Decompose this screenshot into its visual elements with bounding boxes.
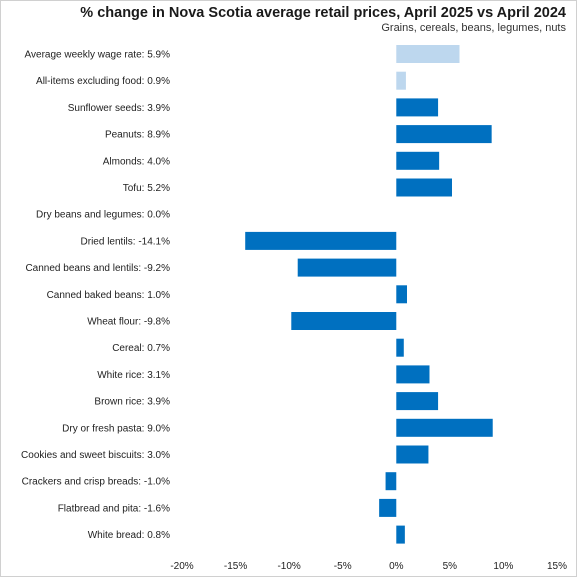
category-label: Cereal: 0.7% — [112, 343, 170, 354]
x-tick-label: 15% — [547, 561, 567, 572]
bar — [396, 365, 430, 384]
bar — [396, 125, 492, 144]
chart-subtitle: Grains, cereals, beans, legumes, nuts — [381, 22, 566, 34]
x-tick-label: -5% — [334, 561, 352, 572]
bar — [297, 258, 397, 277]
category-label: Brown rice: 3.9% — [94, 397, 170, 408]
category-labels: Average weekly wage rate: 5.9% All-items … — [21, 50, 170, 542]
bar — [396, 285, 407, 304]
bar — [396, 178, 452, 197]
bar — [396, 98, 439, 117]
x-tick-label: -20% — [170, 561, 193, 572]
category-label: Canned baked beans: 1.0% — [47, 290, 171, 301]
category-label: Sunflower seeds: 3.9% — [68, 103, 170, 114]
bar — [396, 418, 493, 437]
x-tick-label: -10% — [277, 561, 300, 572]
x-tick-label: -15% — [224, 561, 247, 572]
bar — [385, 472, 397, 491]
bar — [396, 45, 460, 63]
bar — [379, 498, 397, 517]
category-label: Tofu: 5.2% — [123, 183, 170, 194]
category-label: Dried lentils: -14.1% — [81, 236, 171, 247]
category-label: Canned beans and lentils: -9.2% — [25, 263, 170, 274]
category-label: Average weekly wage rate: 5.9% — [25, 50, 171, 61]
category-label: White rice: 3.1% — [97, 370, 170, 381]
bar — [291, 312, 397, 330]
category-label: All-items excluding food: 0.9% — [36, 76, 170, 87]
x-tick-label: 10% — [493, 561, 513, 572]
x-axis: -20% -15% -10% -5% 0% 5% 10% 15% — [170, 561, 567, 572]
bar — [396, 392, 439, 411]
category-label: Peanuts: 8.9% — [105, 130, 170, 141]
bar — [245, 231, 397, 250]
category-label: Crackers and crisp breads: -1.0% — [22, 477, 171, 488]
bar — [396, 338, 404, 357]
x-tick-label: 0% — [389, 561, 404, 572]
bar — [396, 151, 440, 170]
bar — [396, 71, 406, 90]
bar — [396, 525, 405, 544]
category-label: Cookies and sweet biscuits: 3.0% — [21, 450, 170, 461]
bars-layer — [245, 45, 493, 544]
category-label: White bread: 0.8% — [88, 530, 170, 541]
bar — [396, 445, 429, 464]
category-label: Dry or fresh pasta: 9.0% — [62, 423, 170, 434]
category-label: Wheat flour: -9.8% — [87, 317, 170, 328]
category-label: Almonds: 4.0% — [103, 156, 170, 167]
category-label: Flatbread and pita: -1.6% — [58, 503, 170, 514]
chart-title: % change in Nova Scotia average retail p… — [80, 5, 566, 21]
x-tick-label: 5% — [443, 561, 458, 572]
category-label: Dry beans and legumes: 0.0% — [36, 210, 170, 221]
